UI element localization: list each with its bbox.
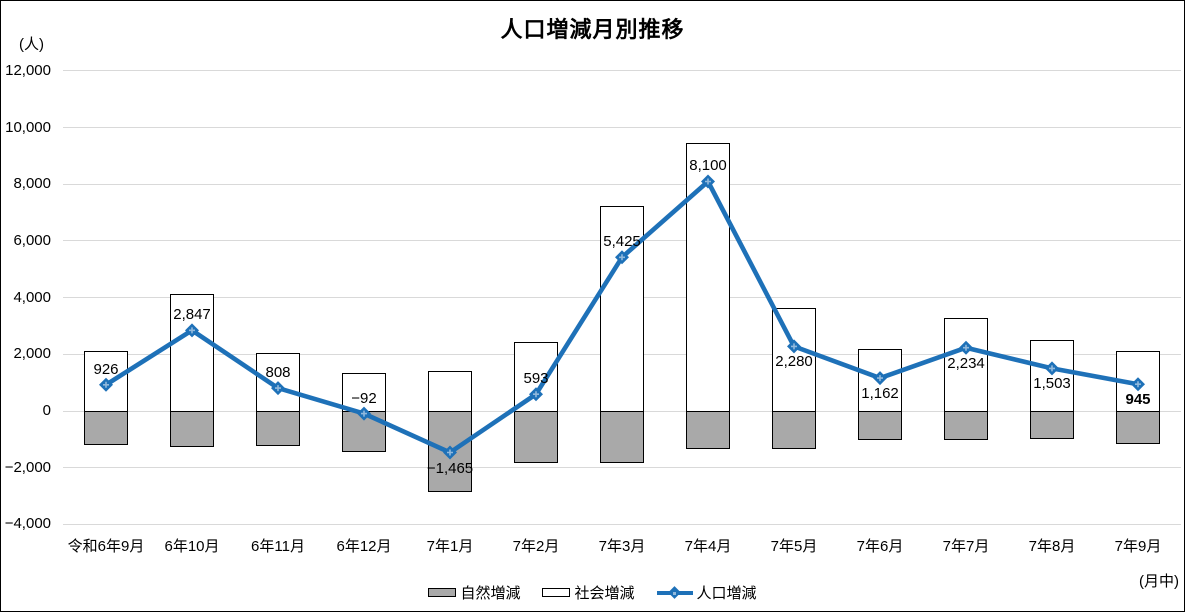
population-line-swatch [656,586,693,600]
gridline [63,523,1181,525]
x-axis-label: 令和6年9月 [67,538,145,555]
legend-item-natural: 自然増減 [428,582,520,603]
y-axis-tick-label: 4,000 [13,288,51,306]
legend-item-social: 社会増減 [542,582,635,603]
x-axis-label: 7年1月 [426,538,474,555]
y-axis-tick-label: 8,000 [13,175,51,193]
y-axis-tick-label: 10,000 [5,118,51,136]
data-label: 1,162 [861,385,899,403]
gridline [63,183,1181,185]
data-label: 8,100 [689,157,727,175]
x-axis-label: 7年7月 [942,538,990,555]
legend-item-population: 人口増減 [656,582,757,603]
natural-change-bar [342,411,386,452]
natural-change-bar [84,411,128,445]
legend-label-natural: 自然増減 [460,585,521,602]
gridline [63,467,1181,469]
y-axis-tick-label: 6,000 [13,231,51,249]
natural-change-bar [256,411,300,447]
natural-change-bar [944,411,988,441]
x-axis-label: 7年6月 [856,538,904,555]
social-change-bar [686,143,730,411]
y-axis-tick-label: −4,000 [4,515,51,533]
natural-change-bar [514,411,558,464]
x-axis-label: 7年9月 [1114,538,1162,555]
x-axis-label: 7年2月 [512,538,560,555]
natural-change-bar [1030,411,1074,440]
data-label: 2,280 [775,353,813,371]
data-label: 926 [93,360,119,378]
x-axis-label: 6年12月 [336,538,392,555]
natural-change-bar [1116,411,1160,445]
legend-marker-cross-icon [673,591,676,595]
gridline [63,70,1181,72]
x-axis-label: 7年5月 [770,538,818,555]
social-change-swatch [542,588,571,597]
data-label: 1,503 [1033,375,1071,393]
natural-change-bar [772,411,816,449]
data-label: 945 [1125,391,1151,409]
y-axis-tick-label: 2,000 [13,345,51,363]
data-label: 808 [265,364,291,382]
y-axis-tick-label: 0 [42,402,51,419]
natural-change-bar [858,411,902,441]
natural-change-bar [686,411,730,450]
natural-change-bar [600,411,644,463]
natural-change-swatch [428,588,457,597]
legend: 自然増減 社会増減 人口増減 [1,582,1184,603]
chart-title: 人口増減月別推移 [500,17,685,42]
data-label: 5,425 [603,233,641,251]
legend-label-population: 人口増減 [696,585,757,602]
y-axis-unit-label: (人) [19,36,44,53]
x-axis-label: 6年10月 [164,538,220,555]
x-axis-label: 7年8月 [1028,538,1076,555]
x-axis-label: 6年11月 [251,538,305,555]
data-label: 2,234 [947,354,985,372]
natural-change-bar [170,411,214,448]
y-axis-tick-label: 12,000 [5,61,51,79]
data-label: −92 [351,389,377,407]
legend-label-social: 社会増減 [574,585,635,602]
x-axis-label: 7年3月 [598,538,646,555]
data-label: 2,847 [173,306,211,324]
data-label: −1,465 [426,459,474,477]
x-axis-period-note: (月中) [1139,573,1179,590]
social-change-bar [428,371,472,411]
data-label: 593 [523,370,549,388]
y-axis-tick-label: −2,000 [4,458,51,476]
natural-change-bar [428,411,472,493]
x-axis-label: 7年4月 [684,538,732,555]
gridline [63,127,1181,129]
